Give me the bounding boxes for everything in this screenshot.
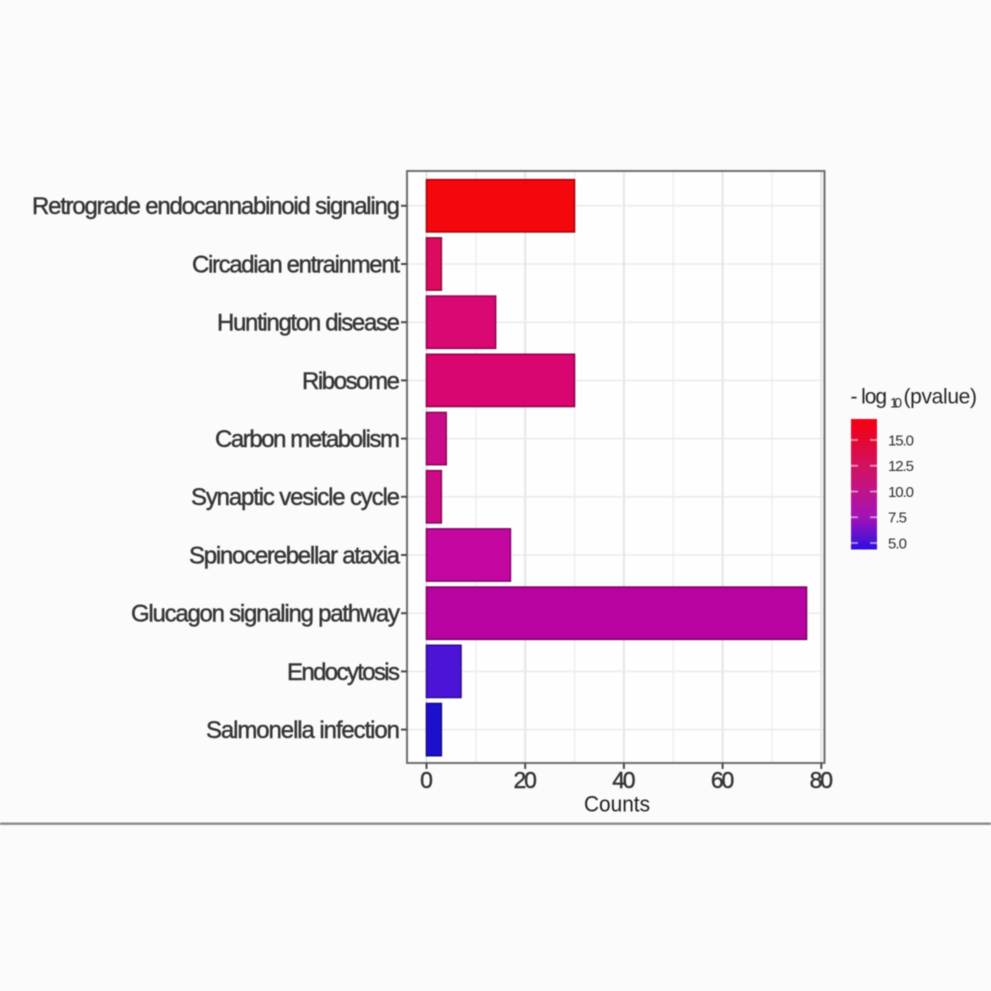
svg-text:Counts: Counts bbox=[584, 792, 650, 817]
svg-text:Ribosome: Ribosome bbox=[302, 368, 400, 395]
svg-text:7.5: 7.5 bbox=[888, 510, 907, 527]
svg-text:20: 20 bbox=[514, 767, 537, 793]
svg-text:Spinocerebellar ataxia: Spinocerebellar ataxia bbox=[189, 542, 401, 569]
svg-text:Glucagon signaling pathway: Glucagon signaling pathway bbox=[131, 601, 400, 628]
svg-text:Salmonella infection: Salmonella infection bbox=[206, 717, 400, 744]
svg-text:Retrograde endocannabinoid sig: Retrograde endocannabinoid signaling bbox=[32, 193, 400, 220]
svg-text:(pvalue): (pvalue) bbox=[904, 386, 978, 409]
svg-text:Huntington disease: Huntington disease bbox=[217, 310, 400, 337]
svg-text:12.5: 12.5 bbox=[888, 458, 914, 475]
svg-text:80: 80 bbox=[810, 767, 833, 793]
svg-text:- log: - log bbox=[851, 386, 888, 409]
svg-text:Carbon metabolism: Carbon metabolism bbox=[215, 426, 400, 453]
svg-text:0: 0 bbox=[420, 767, 433, 793]
svg-text:10: 10 bbox=[890, 395, 902, 411]
svg-text:Endocytosis: Endocytosis bbox=[287, 659, 400, 686]
svg-text:10.0: 10.0 bbox=[888, 484, 914, 501]
svg-text:15.0: 15.0 bbox=[888, 432, 914, 449]
svg-text:Synaptic vesicle cycle: Synaptic vesicle cycle bbox=[191, 484, 400, 511]
svg-text:Circadian entrainment: Circadian entrainment bbox=[192, 251, 400, 278]
svg-text:40: 40 bbox=[612, 767, 635, 793]
svg-text:5.0: 5.0 bbox=[888, 535, 907, 552]
svg-text:60: 60 bbox=[711, 767, 734, 793]
